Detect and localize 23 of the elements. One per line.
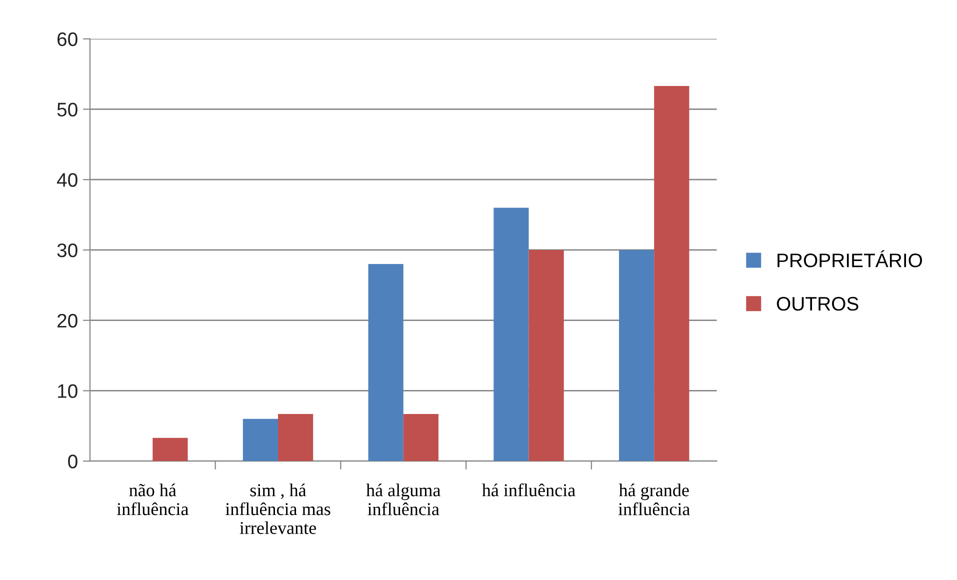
x-tick-label: sim , há influência mas irrelevante bbox=[225, 484, 330, 534]
legend-label: PROPRIETÁRIO bbox=[778, 250, 922, 268]
bar bbox=[403, 414, 438, 462]
y-tick-label: 50 bbox=[57, 102, 78, 116]
bar bbox=[368, 264, 404, 462]
x-tick-label: há grande influência bbox=[618, 484, 690, 516]
bar bbox=[619, 250, 654, 462]
y-tick-label: 20 bbox=[58, 314, 78, 328]
bar bbox=[278, 414, 314, 462]
x-tick-label: há alguma influência bbox=[366, 484, 440, 516]
y-tick-label: 40 bbox=[56, 173, 78, 187]
bar bbox=[242, 418, 278, 462]
bar bbox=[152, 438, 188, 462]
y-tick-label: 0 bbox=[68, 454, 78, 468]
bar bbox=[494, 208, 529, 462]
y-tick-label: 30 bbox=[57, 243, 78, 258]
y-tick-label: 60 bbox=[58, 32, 78, 46]
x-tick-label: há influência bbox=[482, 483, 576, 496]
bar bbox=[528, 250, 564, 462]
x-tick-label: não há influência bbox=[116, 484, 188, 516]
bar bbox=[654, 86, 690, 462]
legend-label: OUTROS bbox=[776, 296, 858, 311]
y-tick-label: 10 bbox=[58, 384, 78, 398]
